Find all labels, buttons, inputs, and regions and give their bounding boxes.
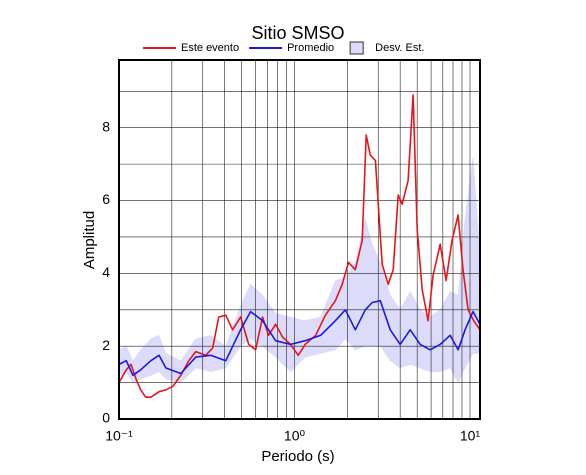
band-segment (210, 334, 227, 373)
band-segment (439, 291, 451, 373)
band-segment (371, 244, 381, 347)
y-tick-label: 2 (102, 337, 110, 353)
x-axis-label: Periodo (s) (261, 448, 334, 465)
band-segment (354, 218, 366, 351)
legend-swatch (349, 41, 364, 55)
legend-label: Promedio (287, 42, 334, 54)
series-line (118, 94, 481, 398)
y-tick-label: 6 (102, 191, 110, 207)
band-segment (364, 218, 373, 347)
legend-label: Desv. Est. (375, 42, 424, 54)
legend-label: Este evento (181, 42, 239, 54)
band-segment (457, 218, 466, 383)
y-axis-label: Amplitud (81, 211, 98, 269)
band-segment (399, 291, 411, 369)
y-tick-label: 4 (102, 264, 110, 280)
band-segment (225, 306, 241, 370)
x-tick-label: 10⁻¹ (105, 428, 133, 444)
chart-title: Sitio SMSO (251, 23, 344, 43)
plot-frame (118, 59, 481, 420)
band-segment (320, 280, 336, 354)
x-tick-label: 10⁰ (284, 428, 306, 444)
y-tick-label: 8 (102, 118, 110, 134)
band-segment (140, 338, 152, 380)
band-segment (429, 309, 441, 372)
band-segment (345, 261, 356, 351)
band-segment (409, 291, 421, 369)
y-tick-label: 0 (102, 410, 110, 426)
band-segment (464, 156, 474, 369)
x-tick-label: 10¹ (460, 428, 481, 444)
band-segment (132, 348, 142, 384)
series-line (118, 299, 481, 377)
